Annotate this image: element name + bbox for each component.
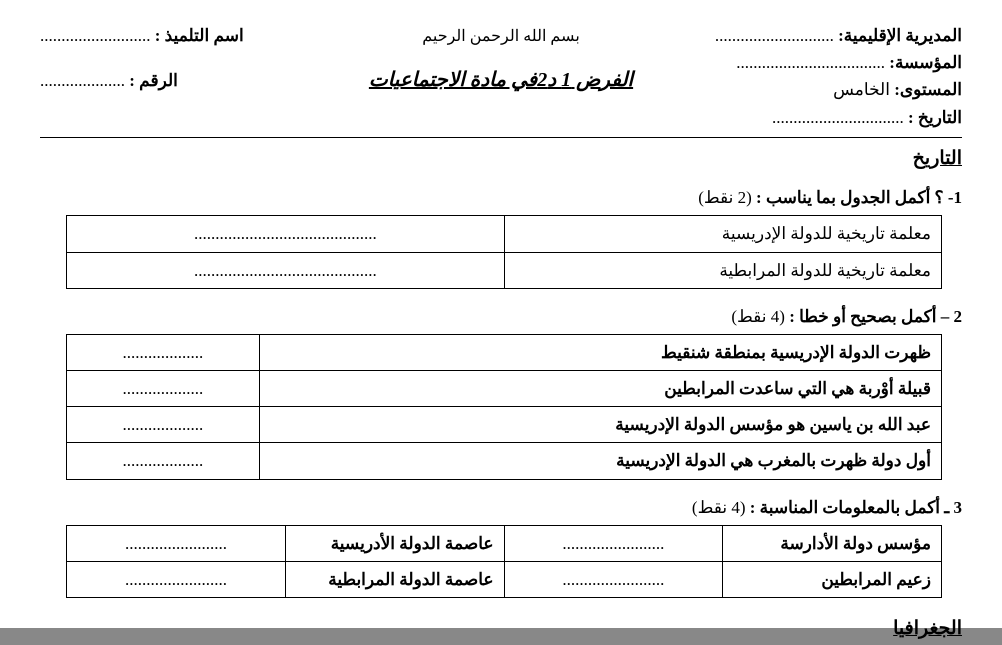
q2-text: 2 – أكمل بصحيح أو خطا :	[789, 307, 962, 326]
institution-label: المؤسسة:	[889, 53, 962, 72]
history-section-title: التاريخ	[40, 144, 962, 174]
header-divider	[40, 137, 962, 138]
q3-r2-c4: ........................	[67, 562, 286, 598]
q1-r1-label: معلمة تاريخية للدولة الإدريسية	[504, 216, 941, 252]
q1-points: (2 نقط)	[698, 188, 752, 207]
q2-r1-dots: ...................	[67, 334, 259, 370]
q3-r2-c3: عاصمة الدولة المرابطية	[285, 562, 504, 598]
date-line: التاريخ : ..............................…	[649, 104, 962, 131]
table-row: معلمة تاريخية للدولة الإدريسية .........…	[67, 216, 942, 252]
table-row: ظهرت الدولة الإدريسية بمنطقة شنقيط .....…	[67, 334, 942, 370]
basmala-text: بسم الله الرحمن الرحيم	[353, 24, 648, 50]
level-value: الخامس	[833, 80, 890, 99]
institution-line: المؤسسة: ...............................…	[649, 49, 962, 76]
directorate-line: المديرية الإقليمية: ....................…	[649, 22, 962, 49]
student-line: اسم التلميذ : ..........................	[40, 22, 353, 49]
q2-r3-dots: ...................	[67, 407, 259, 443]
table-row: معلمة تاريخية للدولة المرابطية .........…	[67, 252, 942, 288]
directorate-label: المديرية الإقليمية:	[838, 26, 962, 45]
geography-section-title: الجغرافيا	[40, 614, 962, 644]
exam-title: الفرض 1 د2في مادة الاجتماعيات	[369, 64, 633, 96]
table-row: قبيلة أوْربة هي التي ساعدت المرابطين ...…	[67, 371, 942, 407]
number-dots: ....................	[40, 71, 125, 90]
institution-dots: ...................................	[736, 53, 885, 72]
q2-r1-stmt: ظهرت الدولة الإدريسية بمنطقة شنقيط	[259, 334, 941, 370]
q3-points: (4 نقط)	[692, 498, 746, 517]
header-block: المديرية الإقليمية: ....................…	[40, 22, 962, 131]
q3-r1-c4: ........................	[67, 525, 286, 561]
date-label: التاريخ :	[908, 108, 962, 127]
header-right-col: المديرية الإقليمية: ....................…	[649, 22, 962, 131]
number-line: الرقم : ....................	[40, 67, 353, 94]
q1-table: معلمة تاريخية للدولة الإدريسية .........…	[66, 215, 942, 288]
header-center-col: بسم الله الرحمن الرحيم الفرض 1 د2في مادة…	[353, 22, 648, 96]
q3-text: 3 ـ أكمل بالمعلومات المناسبة :	[750, 498, 962, 517]
q2-r3-stmt: عبد الله بن ياسين هو مؤسس الدولة الإدريس…	[259, 407, 941, 443]
table-row: مؤسس دولة الأدارسة .....................…	[67, 525, 942, 561]
question-1-line: 1- ؟ أكمل الجدول بما يناسب : (2 نقط)	[40, 184, 962, 211]
q3-r1-c1: مؤسس دولة الأدارسة	[723, 525, 942, 561]
q3-r2-c2: ........................	[504, 562, 723, 598]
q2-r4-dots: ...................	[67, 443, 259, 479]
q1-r2-label: معلمة تاريخية للدولة المرابطية	[504, 252, 941, 288]
q3-r2-c1: زعيم المرابطين	[723, 562, 942, 598]
date-dots: ...............................	[772, 108, 904, 127]
q1-text: 1- ؟ أكمل الجدول بما يناسب :	[756, 188, 962, 207]
q2-r2-stmt: قبيلة أوْربة هي التي ساعدت المرابطين	[259, 371, 941, 407]
table-row: عبد الله بن ياسين هو مؤسس الدولة الإدريس…	[67, 407, 942, 443]
q2-r4-stmt: أول دولة ظهرت بالمغرب هي الدولة الإدريسي…	[259, 443, 941, 479]
level-label: المستوى:	[894, 80, 962, 99]
directorate-dots: ............................	[715, 26, 834, 45]
q3-r1-c2: ........................	[504, 525, 723, 561]
header-left-col: اسم التلميذ : ..........................…	[40, 22, 353, 94]
q1-r1-answer: ........................................…	[67, 216, 504, 252]
q3-r1-c3: عاصمة الدولة الأدريسية	[285, 525, 504, 561]
table-row: أول دولة ظهرت بالمغرب هي الدولة الإدريسي…	[67, 443, 942, 479]
q2-table: ظهرت الدولة الإدريسية بمنطقة شنقيط .....…	[66, 334, 942, 480]
table-row: زعيم المرابطين ........................ …	[67, 562, 942, 598]
student-dots: ..........................	[40, 26, 151, 45]
q3-table: مؤسس دولة الأدارسة .....................…	[66, 525, 942, 598]
q1-r2-answer: ........................................…	[67, 252, 504, 288]
q2-r2-dots: ...................	[67, 371, 259, 407]
q2-points: (4 نقط)	[731, 307, 785, 326]
exam-page: المديرية الإقليمية: ....................…	[0, 0, 1002, 628]
question-2-line: 2 – أكمل بصحيح أو خطا : (4 نقط)	[40, 303, 962, 330]
number-label: الرقم :	[129, 71, 178, 90]
question-3-line: 3 ـ أكمل بالمعلومات المناسبة : (4 نقط)	[40, 494, 962, 521]
level-line: المستوى: الخامس	[649, 76, 962, 103]
student-label: اسم التلميذ :	[155, 26, 244, 45]
